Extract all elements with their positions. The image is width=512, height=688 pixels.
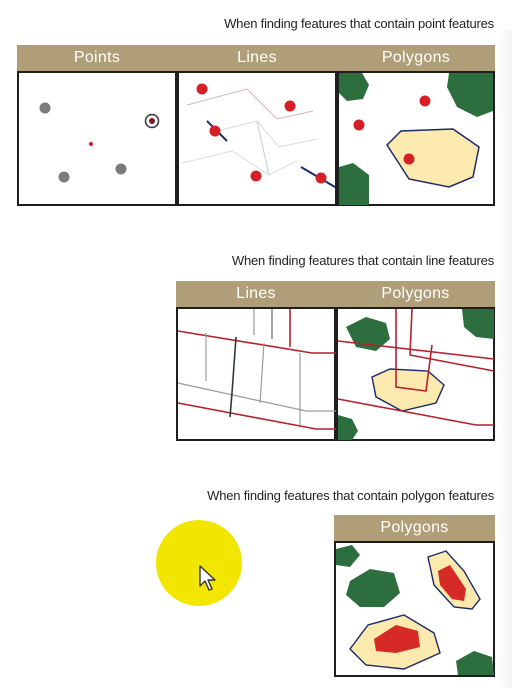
gray-point bbox=[39, 102, 51, 114]
gray-point bbox=[58, 171, 70, 183]
header-bar-point-section: Points Lines Polygons bbox=[17, 45, 495, 71]
green-polygon bbox=[447, 73, 493, 117]
panel-polygons-3 bbox=[334, 541, 495, 677]
header-points: Points bbox=[73, 49, 121, 66]
page-edge-shadow bbox=[496, 30, 512, 688]
header-lines: Lines bbox=[237, 49, 277, 66]
red-point-inside bbox=[149, 118, 155, 124]
red-point-small bbox=[89, 142, 93, 146]
panel-lines bbox=[177, 71, 337, 206]
cursor-highlight bbox=[156, 520, 242, 606]
red-point bbox=[284, 100, 296, 112]
point-section-panels bbox=[17, 71, 495, 206]
header-bar-polygon-section: Polygons bbox=[334, 515, 495, 541]
red-line bbox=[395, 309, 433, 392]
red-line bbox=[409, 308, 495, 372]
header-polygons: Polygons bbox=[381, 49, 451, 66]
header-polygons-2: Polygons bbox=[381, 285, 450, 302]
green-polygon bbox=[339, 163, 369, 205]
gray-line bbox=[177, 382, 336, 412]
caption-point-features: When finding features that contain point… bbox=[224, 16, 494, 31]
gray-point bbox=[115, 163, 127, 175]
green-polygon bbox=[336, 545, 360, 567]
red-line bbox=[177, 402, 336, 430]
dark-line bbox=[229, 336, 237, 418]
red-point bbox=[353, 119, 365, 131]
polygon-section-panel bbox=[334, 541, 495, 677]
caption-polygon-features: When finding features that contain polyg… bbox=[207, 488, 494, 503]
green-polygon bbox=[339, 73, 369, 101]
red-point bbox=[196, 83, 208, 95]
green-polygon bbox=[338, 415, 358, 440]
red-line bbox=[337, 398, 494, 426]
panel-polygons bbox=[337, 71, 495, 206]
header-lines-2: Lines bbox=[236, 285, 276, 302]
green-polygon bbox=[346, 569, 400, 607]
red-point-in-polygon bbox=[403, 153, 415, 165]
line-section-panels bbox=[176, 307, 495, 441]
green-polygon bbox=[456, 651, 494, 675]
red-point bbox=[250, 170, 262, 182]
red-point-on-line bbox=[209, 125, 221, 137]
red-polygon-inside bbox=[374, 625, 420, 653]
yellow-polygon bbox=[386, 128, 480, 188]
red-point-on-line bbox=[315, 172, 327, 184]
green-polygon bbox=[462, 309, 494, 339]
panel-lines-2 bbox=[176, 307, 336, 441]
panel-polygons-2 bbox=[336, 307, 495, 441]
mouse-pointer-icon bbox=[199, 565, 216, 591]
red-line bbox=[337, 340, 495, 360]
red-line bbox=[177, 330, 336, 354]
panel-points bbox=[17, 71, 177, 206]
red-point bbox=[419, 95, 431, 107]
red-polygon-inside bbox=[438, 565, 466, 601]
header-bar-line-section: Lines Polygons bbox=[176, 281, 495, 307]
caption-line-features: When finding features that contain line … bbox=[231, 253, 494, 268]
header-polygons-3: Polygons bbox=[380, 519, 449, 536]
